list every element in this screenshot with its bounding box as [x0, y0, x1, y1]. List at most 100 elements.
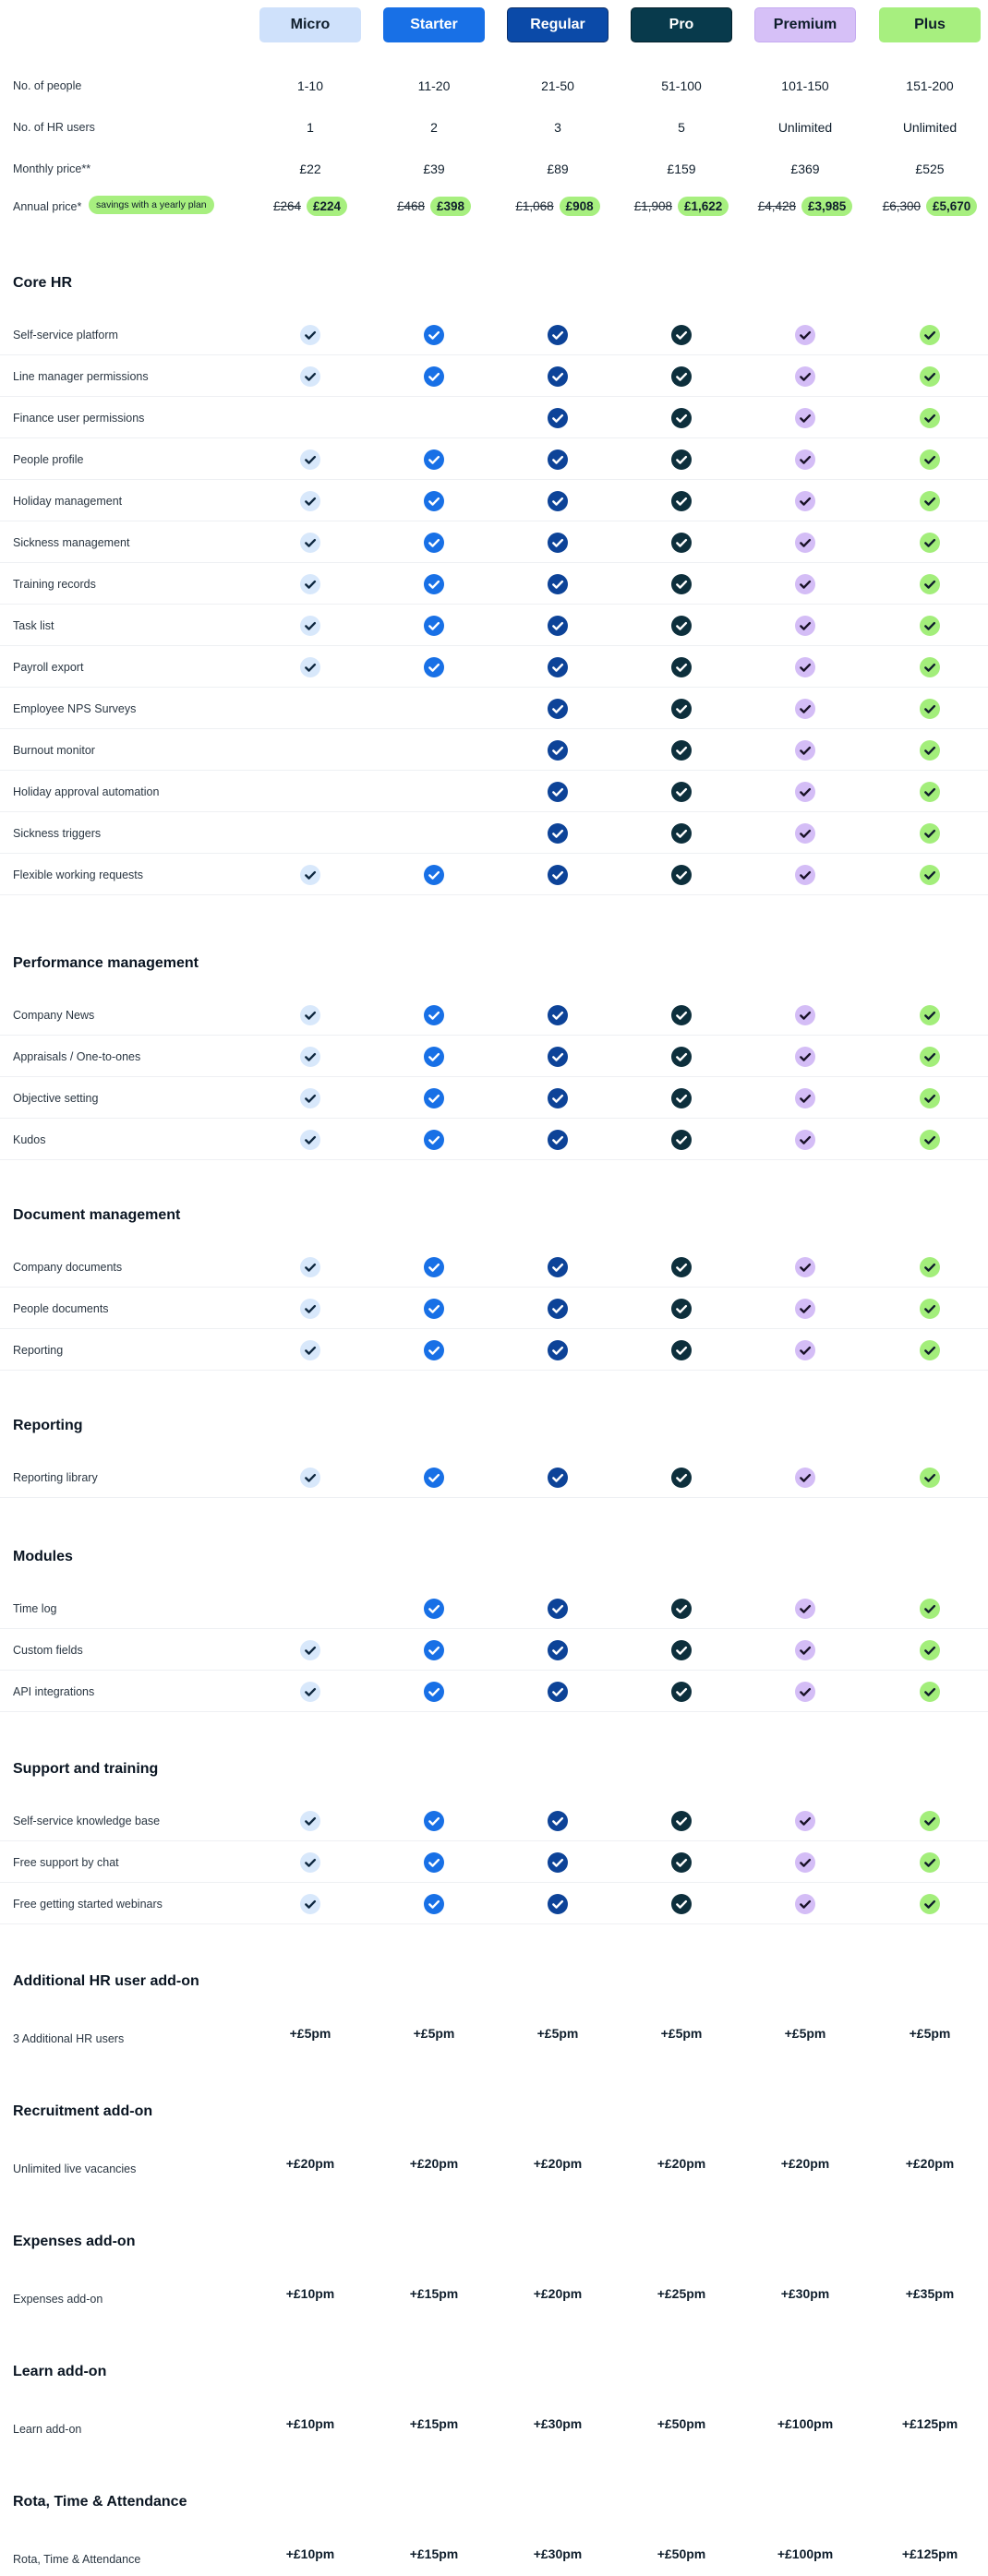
row-label: No. of HR users — [13, 120, 95, 134]
addon-price: +£10pm — [285, 2285, 335, 2301]
plan-header-pro[interactable]: Pro — [631, 7, 732, 42]
feature-cell-micro — [260, 1036, 360, 1077]
plan-header-premium[interactable]: Premium — [754, 7, 856, 42]
feature-cell-plus — [880, 1883, 980, 1924]
feature-cell-regular — [508, 1077, 608, 1119]
check-icon — [548, 698, 568, 719]
old-annual-price: £468 — [396, 199, 425, 213]
addon-price: +£20pm — [285, 2155, 335, 2171]
check-icon — [548, 864, 568, 885]
old-annual-price: £4,428 — [757, 199, 796, 213]
check-icon — [300, 1810, 320, 1831]
check-icon — [548, 781, 568, 802]
check-icon — [671, 365, 692, 387]
feature-cell-plus — [880, 1077, 980, 1119]
feature-cell-pro — [632, 1883, 731, 1924]
check-icon — [424, 1639, 444, 1660]
plan-header-micro[interactable]: Micro — [259, 7, 361, 42]
feature-cell-regular — [508, 771, 608, 812]
feature-cell-pro — [632, 438, 731, 480]
check-icon — [424, 324, 444, 345]
feature-cell-micro — [260, 646, 360, 688]
annual-price-cell: £1,068 £908 — [499, 186, 617, 227]
section-title-learn-add-on: Learn add-on — [13, 2364, 107, 2379]
check-icon — [671, 1639, 692, 1660]
check-icon — [671, 1339, 692, 1360]
feature-cell-regular — [508, 994, 608, 1036]
check-icon — [795, 573, 815, 594]
feature-row-appraisals-one-to-ones: Appraisals / One-to-ones — [0, 1036, 988, 1077]
feature-cell-premium — [755, 563, 855, 605]
row-label: Expenses add-on — [13, 2292, 103, 2306]
check-icon — [424, 573, 444, 594]
feature-cell-micro — [260, 1077, 360, 1119]
feature-cell-plus — [880, 1119, 980, 1160]
addon-price: +£20pm — [409, 2155, 459, 2171]
check-icon — [795, 449, 815, 470]
check-icon — [795, 1087, 815, 1108]
feature-cell-micro — [260, 563, 360, 605]
feature-cell-premium — [755, 729, 855, 771]
check-icon — [671, 490, 692, 511]
check-icon — [920, 1639, 940, 1660]
feature-cell-plus — [880, 854, 980, 895]
feature-row-api-integrations: API integrations — [0, 1671, 988, 1712]
check-icon — [300, 324, 320, 345]
feature-cell-premium — [755, 438, 855, 480]
check-icon — [548, 532, 568, 553]
feature-cell-premium — [755, 605, 855, 646]
discounted-annual-price: £398 — [430, 197, 472, 216]
old-annual-price: £6,300 — [882, 199, 921, 213]
feature-row-sickness-management: Sickness management — [0, 521, 988, 563]
info-value: 151-200 — [906, 78, 954, 93]
addon-price: +£30pm — [533, 2415, 583, 2431]
info-value: £525 — [915, 161, 945, 176]
check-icon — [920, 1339, 940, 1360]
feature-cell-starter — [384, 1588, 484, 1629]
addon-price: +£30pm — [780, 2285, 830, 2301]
check-icon — [548, 1046, 568, 1067]
feature-cell-micro — [260, 1246, 360, 1288]
check-icon — [795, 324, 815, 345]
feature-cell-premium — [755, 1077, 855, 1119]
check-icon — [795, 1810, 815, 1831]
plan-header-regular[interactable]: Regular — [507, 7, 608, 42]
addon-price: +£5pm — [660, 2025, 703, 2041]
section-title-reporting: Reporting — [13, 1418, 83, 1433]
feature-cell-starter — [384, 480, 484, 521]
feature-cell-micro — [260, 729, 360, 771]
feature-cell-plus — [880, 771, 980, 812]
check-icon — [795, 1256, 815, 1277]
check-icon — [300, 490, 320, 511]
feature-cell-plus — [880, 1036, 980, 1077]
feature-cell-regular — [508, 563, 608, 605]
check-icon — [920, 698, 940, 719]
check-icon — [795, 781, 815, 802]
plan-header-starter[interactable]: Starter — [383, 7, 485, 42]
check-icon — [424, 1681, 444, 1702]
check-icon — [548, 1129, 568, 1150]
addon-price: +£10pm — [285, 2546, 335, 2561]
feature-row-rota-time-attendance: Rota, Time & Attendance +£10pm +£15pm +£30p… — [0, 2533, 988, 2574]
feature-row-employee-nps-surveys: Employee NPS Surveys — [0, 688, 988, 729]
feature-cell-micro — [260, 1588, 360, 1629]
check-icon — [671, 656, 692, 677]
feature-cell-pro — [632, 1036, 731, 1077]
feature-cell-micro — [260, 1671, 360, 1712]
feature-cell-starter — [384, 355, 484, 397]
check-icon — [424, 1129, 444, 1150]
check-icon — [795, 1598, 815, 1619]
section-title-document-management: Document management — [13, 1207, 181, 1223]
check-icon — [300, 1129, 320, 1150]
feature-cell-regular — [508, 1800, 608, 1841]
plan-header-plus[interactable]: Plus — [879, 7, 981, 42]
row-label: API integrations — [13, 1684, 95, 1698]
feature-cell-starter — [384, 994, 484, 1036]
info-value: 2 — [430, 119, 438, 135]
check-icon — [920, 1298, 940, 1319]
feature-cell-premium — [755, 397, 855, 438]
feature-row-expenses-add-on: Expenses add-on +£10pm +£15pm +£20pm +£25pm +… — [0, 2272, 988, 2314]
feature-cell-regular — [508, 1246, 608, 1288]
row-label: Holiday approval automation — [13, 785, 160, 798]
